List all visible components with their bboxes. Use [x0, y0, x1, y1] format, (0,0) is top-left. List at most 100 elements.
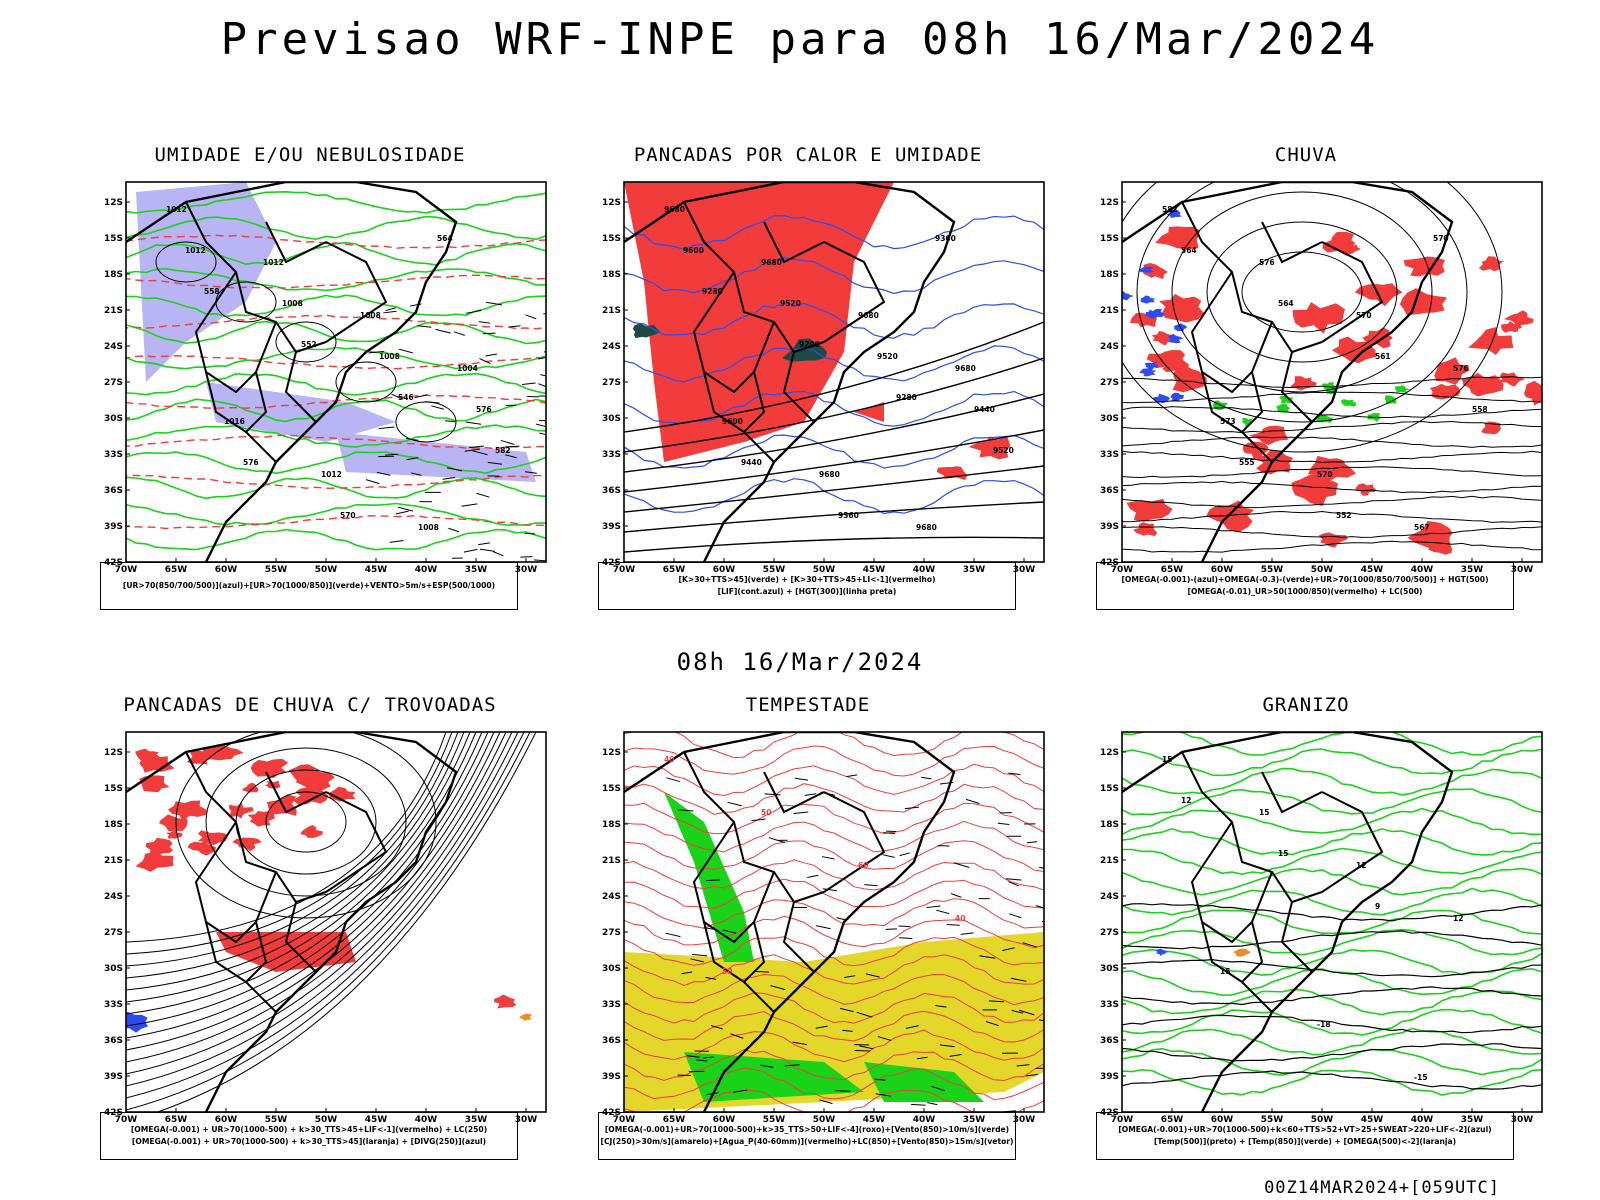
wind-vector — [431, 405, 444, 410]
wind-vector — [1009, 913, 1022, 919]
rain-area — [1497, 372, 1526, 387]
lon-tick-label: 40W — [913, 1115, 936, 1125]
lon-tick-label: 65W — [1161, 565, 1184, 575]
contour-label: 1012 — [166, 205, 187, 214]
contour-label: 558 — [1472, 405, 1488, 414]
wind-vector — [926, 905, 941, 909]
panel-chuva: CHUVA 582 576 570 576 573 570 567 564 564 561 558 55… — [1086, 144, 1586, 634]
streamline — [126, 732, 501, 1051]
temp-850-contour — [1122, 827, 1542, 856]
wind-vector — [883, 832, 896, 835]
lon-tick-label: 35W — [465, 565, 488, 575]
lon-tick-label: 55W — [265, 1115, 288, 1125]
lon-tick-label: 65W — [1161, 1115, 1184, 1125]
contour-label: 50 — [722, 967, 732, 976]
rain-area — [1478, 256, 1504, 272]
country-border — [284, 901, 317, 973]
wind-vector — [931, 1085, 945, 1092]
rain-area — [1253, 450, 1294, 475]
wind-vector — [414, 394, 428, 399]
rain-area-blue — [1122, 291, 1135, 301]
lat-tick-label: 33S — [602, 1000, 621, 1010]
lat-tick-label: 39S — [1100, 1072, 1119, 1082]
rain-area-blue — [1140, 295, 1155, 304]
wind-vector — [1016, 1064, 1030, 1067]
coastline — [126, 732, 458, 1112]
rain-area — [1355, 483, 1377, 496]
geopotential-contour — [1206, 221, 1398, 363]
wind-vector — [882, 854, 895, 858]
contour-label: 570 — [1433, 234, 1449, 243]
wind-vector — [815, 925, 831, 930]
wind-vector — [856, 1011, 873, 1018]
precipitable-water-contour — [624, 992, 1044, 1024]
legend-box: [OMEGA(-0.001)+UR>70(1000-500)+k<60+TTS>… — [1096, 1112, 1514, 1160]
lifted-index-contour — [624, 301, 1044, 339]
streamline — [126, 732, 507, 1063]
wind-vector — [1008, 772, 1021, 776]
contour-label: 561 — [1375, 352, 1391, 361]
rain-area-blue — [1170, 392, 1184, 402]
forecast-map: 15 15 12 12 15 -18 -15 12 15 9 12S 15S 18S 21S 24S 27S 3… — [1100, 731, 1543, 1125]
temp-850-contour — [1122, 1047, 1542, 1076]
geopotential-contour — [624, 501, 1044, 533]
wind-vector — [533, 559, 546, 562]
wind-vector — [819, 1099, 833, 1105]
lat-tick-label: 12S — [602, 748, 621, 758]
humidity-low-contour — [126, 398, 546, 423]
lat-tick-label: 24S — [104, 342, 123, 352]
thunderstorm-area — [158, 814, 188, 831]
geopotential-contour — [1122, 450, 1542, 463]
temp-850-contour — [1122, 887, 1542, 916]
contour-label: 15 — [1162, 755, 1172, 764]
lon-tick-label: 70W — [115, 565, 138, 575]
lat-tick-label: 15S — [602, 784, 621, 794]
contour-label: 15 — [1259, 808, 1269, 817]
wind-vector — [479, 548, 495, 552]
lat-tick-label: 24S — [602, 892, 621, 902]
lon-tick-label: 50W — [315, 1115, 338, 1125]
wind-vector — [1005, 878, 1022, 881]
rain-area — [1468, 327, 1514, 355]
lat-tick-label: 21S — [602, 306, 621, 316]
humidity-low-contour — [126, 320, 546, 345]
wind-vector — [485, 301, 502, 306]
streamline — [126, 732, 447, 943]
wind-vector — [904, 806, 920, 810]
temp-850-contour — [1122, 788, 1542, 816]
wind-vector — [543, 312, 546, 315]
wind-vector — [835, 1090, 851, 1092]
humidity-low-contour — [126, 215, 546, 241]
wind-vector — [479, 358, 491, 364]
contour-label: -15 — [1414, 1073, 1428, 1082]
contour-label: 12 — [1356, 861, 1366, 870]
geopotential-contour — [1122, 420, 1542, 434]
contour-label: 9360 — [838, 511, 859, 520]
contour-label: 15 — [1220, 967, 1230, 976]
wind-vector — [417, 325, 432, 328]
lat-tick-label: 21S — [1100, 856, 1119, 866]
rain-area-green — [1385, 395, 1397, 404]
thunderstorm-area — [242, 782, 259, 793]
geopotential-contour — [624, 429, 1044, 493]
contour-label: 570 — [1317, 470, 1333, 479]
lat-tick-label: 18S — [1100, 270, 1119, 280]
lon-tick-label: 35W — [1461, 1115, 1484, 1125]
wind-vector — [936, 909, 950, 915]
lat-tick-label: 30S — [602, 964, 621, 974]
wind-vector — [397, 506, 414, 512]
streamline — [126, 732, 477, 1003]
temp-850-contour — [1122, 988, 1542, 1016]
lon-tick-label: 35W — [963, 1115, 986, 1125]
lat-tick-label: 15S — [602, 234, 621, 244]
wind-vector — [1002, 947, 1015, 952]
wind-vector — [398, 348, 414, 354]
lon-tick-label: 30W — [1013, 1115, 1036, 1125]
country-border — [1280, 351, 1313, 423]
legend-line: [OMEGA(-0.001)-(azul)+OMEGA(-0.3)-(verde… — [1121, 575, 1489, 584]
wind-vector — [424, 401, 440, 404]
wind-vector — [949, 1053, 962, 1057]
thunderstorm-area — [197, 830, 228, 845]
contour-label: 570 — [1356, 311, 1372, 320]
forecast-map: 9680 9680 9680 9680 9600 9680 9680 9600 9520 9520… — [602, 181, 1045, 575]
